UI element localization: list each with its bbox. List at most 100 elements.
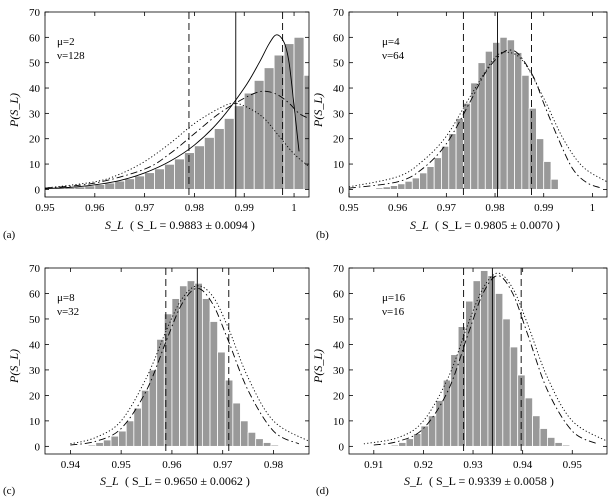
histogram-bar [514, 52, 523, 190]
histogram-bar [156, 338, 165, 447]
histogram-bar [419, 172, 428, 190]
histogram-bar [84, 185, 96, 190]
histogram-bar [442, 379, 452, 447]
x-tick-label: 0.99 [534, 202, 554, 214]
histogram-bar [398, 442, 407, 447]
histogram-bar [125, 420, 135, 447]
x-tick-label: 0.99 [235, 202, 255, 214]
mean-std-lines [188, 12, 284, 197]
histogram-bar [561, 444, 571, 447]
x-tick-label: 0.94 [513, 459, 533, 471]
histogram-bar [435, 400, 444, 447]
histogram-bar [411, 177, 420, 190]
param-mu: μ=4 [382, 36, 400, 48]
x-tick-label: 0.95 [563, 459, 583, 471]
fit-curves [70, 285, 309, 446]
histogram-bar [420, 425, 429, 447]
x-tick-label: 0.97 [213, 459, 233, 471]
histogram-bar [448, 133, 457, 190]
histogram-bar [213, 128, 225, 190]
curve-dotted [349, 51, 607, 188]
panel-label: (b) [316, 229, 329, 241]
x-tick-label: 0.98 [264, 459, 284, 471]
mean-std-label: ( S_L = 0.9805 ± 0.0070 ) [435, 218, 560, 232]
y-tick-label: 10 [333, 159, 345, 171]
curve-dotted [70, 285, 309, 445]
histogram-bar [110, 435, 120, 447]
panel-label: (c) [3, 485, 16, 497]
curve-dash-dot [45, 90, 309, 189]
histogram-bar [209, 321, 219, 447]
x-tick-label: 0.96 [162, 459, 182, 471]
histogram-bar [397, 183, 406, 190]
histogram-bar [427, 415, 437, 447]
x-axis-label: S_L [100, 474, 119, 488]
histogram-bar [426, 166, 435, 190]
histogram-bar [550, 178, 559, 190]
mean-std-lines [462, 12, 532, 197]
y-tick-label: 50 [29, 58, 41, 70]
y-tick-label: 0 [339, 441, 345, 453]
histogram-bar [217, 351, 226, 447]
histogram-bar [455, 118, 464, 190]
y-tick-label: 40 [29, 83, 41, 95]
y-axis-label: P(S_L) [7, 93, 21, 128]
histogram-bar [104, 182, 116, 190]
histogram-bar [502, 318, 511, 447]
histogram-bar [203, 137, 215, 190]
fit-curves [349, 49, 607, 189]
histogram-bars [368, 36, 559, 190]
y-tick-label: 30 [333, 108, 345, 120]
histogram-bar [87, 444, 97, 447]
histogram-bar [494, 293, 504, 447]
histogram-bar [382, 186, 391, 190]
histogram-bar [144, 172, 155, 190]
histogram-bar [253, 80, 265, 190]
histogram-bar [509, 346, 519, 447]
histogram-bar [499, 36, 508, 190]
histogram-bar [179, 285, 188, 447]
mean-std-label: ( S_L = 0.9339 ± 0.0058 ) [429, 474, 554, 488]
histogram-bar [95, 442, 104, 447]
x-axis-label: S_L [410, 218, 429, 232]
y-tick-label: 0 [35, 441, 41, 453]
histogram-bar [441, 145, 450, 190]
y-tick-label: 10 [29, 159, 41, 171]
histogram-bar [539, 428, 548, 447]
histogram-bar [506, 39, 515, 190]
x-tick-label: 1 [590, 202, 596, 214]
param-nu: ν=32 [57, 306, 79, 318]
curve-dash-dot [70, 287, 300, 446]
histogram-bar [375, 187, 384, 190]
y-tick-label: 60 [333, 288, 345, 300]
y-tick-label: 10 [29, 416, 41, 428]
histogram-bars [390, 270, 571, 447]
histogram-bar [133, 407, 142, 447]
mean-std-lines [463, 268, 522, 454]
mean-std-label: ( S_L = 0.9883 ± 0.0094 ) [130, 218, 255, 232]
y-tick-label: 70 [29, 263, 41, 275]
plot-frame [348, 11, 608, 198]
x-tick-label: 0.93 [463, 459, 483, 471]
y-axis-label: P(S_L) [311, 349, 325, 384]
y-tick-label: 20 [333, 390, 345, 402]
x-tick-label: 0.96 [388, 202, 408, 214]
histogram-bar [184, 152, 195, 190]
y-tick-label: 20 [29, 390, 41, 402]
panel-label: (a) [3, 229, 16, 241]
histogram-bar [532, 415, 541, 447]
y-tick-label: 0 [35, 184, 41, 196]
histogram-bar [492, 42, 501, 190]
mean-std-lines [165, 268, 230, 454]
x-axis-label: S_L [105, 218, 124, 232]
y-tick-label: 50 [29, 314, 41, 326]
x-tick-label: 0.91 [364, 459, 383, 471]
histogram-bar [405, 438, 414, 447]
mean-std-label: ( S_L = 0.9650 ± 0.0062 ) [125, 474, 250, 488]
y-tick-label: 20 [29, 134, 41, 146]
x-tick-label: 0.97 [135, 202, 155, 214]
